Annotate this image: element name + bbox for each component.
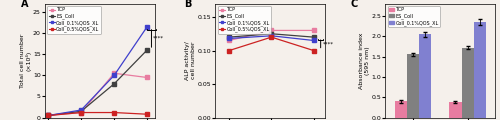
- Bar: [394, 101, 406, 118]
- Legend: TCP, ES_Coll, Coll_0.1%QOS_XL: TCP, ES_Coll, Coll_0.1%QOS_XL: [388, 6, 440, 27]
- Text: ****: ****: [322, 41, 334, 46]
- Text: C: C: [350, 0, 358, 9]
- Bar: [418, 34, 431, 118]
- Legend: TCP, ES_Coll, Coll_0.1%QOS_XL, Coll_0.5%QOS_XL: TCP, ES_Coll, Coll_0.1%QOS_XL, Coll_0.5%…: [218, 6, 271, 34]
- Text: A: A: [21, 0, 28, 9]
- Y-axis label: ALP activity/
cell number: ALP activity/ cell number: [185, 41, 196, 80]
- Bar: [474, 22, 486, 118]
- Legend: TCP, ES_Coll, Coll_0.1%QOS_XL, Coll_0.5%QOS_XL: TCP, ES_Coll, Coll_0.1%QOS_XL, Coll_0.5%…: [48, 6, 101, 34]
- Text: ****: ****: [153, 36, 164, 41]
- Bar: [462, 48, 473, 118]
- Y-axis label: Total cell number
(×10⁴): Total cell number (×10⁴): [20, 33, 32, 88]
- Y-axis label: Absorbance index
(595 nm): Absorbance index (595 nm): [359, 32, 370, 89]
- Bar: [450, 102, 462, 118]
- Text: B: B: [184, 0, 192, 9]
- Bar: [406, 54, 418, 118]
